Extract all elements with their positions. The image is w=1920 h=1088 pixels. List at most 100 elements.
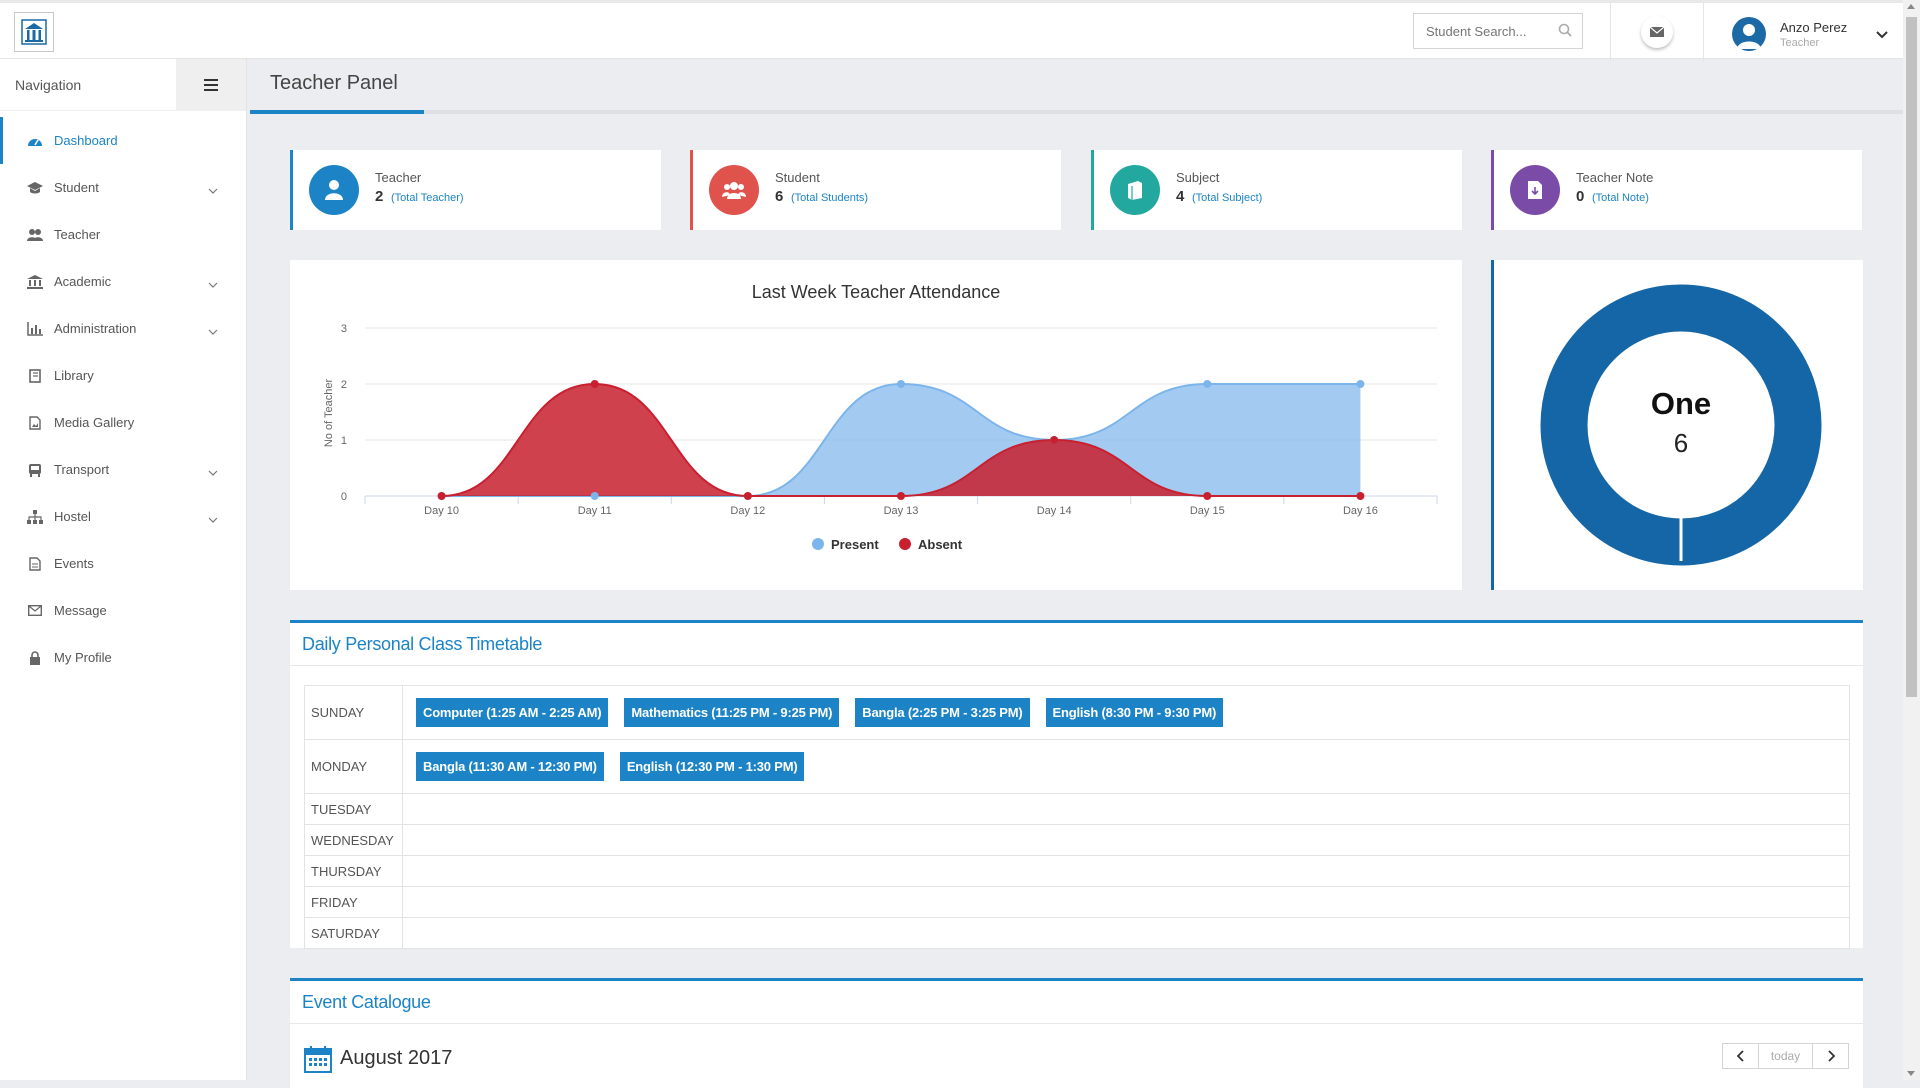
scroll-down-arrow[interactable] [1907,1071,1915,1076]
stat-card-teacher-note[interactable]: Teacher Note 0 (Total Note) [1491,150,1862,230]
sidebar-item-label: Message [54,603,107,618]
sidebar-item-transport[interactable]: Transport [0,446,246,493]
sidebar-item-label: Transport [54,462,110,477]
y-tick-label: 0 [341,491,347,503]
donut-panel: One 6 [1491,260,1863,590]
series-line-absent [441,382,1361,498]
data-point-absent [437,492,446,500]
stat-card-teacher[interactable]: Teacher 2 (Total Teacher) [290,150,661,230]
school-logo-icon [21,19,47,45]
class-slot[interactable]: Computer (1:25 AM - 2:25 AM) [416,698,609,727]
stat-card-student[interactable]: Student 6 (Total Students) [690,150,1061,230]
timetable-panel: Daily Personal Class Timetable SUNDAY Co… [290,620,1863,949]
x-tick-label: Day 14 [1037,505,1072,517]
sidebar-item-label: Administration [54,321,137,336]
bar-chart-icon [26,321,44,336]
sidebar-item-events[interactable]: Events [0,540,246,587]
class-slot[interactable]: English (12:30 PM - 1:30 PM) [619,752,805,781]
nav-list: Dashboard Student Teacher Academic Admin… [0,117,246,681]
sidebar-item-label: Teacher [54,227,101,242]
class-slots [402,793,1850,825]
nav-header: Navigation [0,59,246,111]
stat-value: 2 [375,188,384,205]
book-icon [1110,165,1160,215]
nav-title: Navigation [0,59,177,111]
top-bar: Anzo Perez Teacher [0,0,1903,61]
x-tick-label: Day 13 [884,505,919,517]
events-icon [26,556,44,571]
sidebar-item-label: Dashboard [54,133,118,148]
stat-label: Student [775,170,820,185]
table-row: MONDAY Bangla (11:30 AM - 12:30 PM) Engli… [304,739,1850,794]
chart-y-axis-label: No of Teacher [323,379,335,448]
table-row: SUNDAY Computer (1:25 AM - 2:25 AM) Mathe… [304,685,1850,740]
student-search-input[interactable] [1424,22,1563,40]
sidebar-item-academic[interactable]: Academic [0,258,246,305]
scroll-thumb[interactable] [1906,17,1917,697]
event-catalogue-panel: Event Catalogue August 2017 today [290,978,1863,1088]
avatar [1732,17,1766,51]
class-slot[interactable]: English (8:30 PM - 9:30 PM) [1045,698,1224,727]
x-tick-label: Day 16 [1343,505,1378,517]
user-role: Teacher [1780,37,1820,49]
stat-sub-link[interactable]: (Total Note) [1592,192,1649,204]
x-tick-label: Day 11 [578,505,612,517]
y-tick-label: 2 [341,379,347,391]
user-name: Anzo Perez [1780,20,1848,35]
stat-label: Teacher [375,170,422,185]
donut-chart: One 6 [1540,284,1822,566]
page-scrollbar[interactable] [1903,0,1920,1080]
school-logo[interactable] [14,12,54,52]
chevron-down-icon[interactable] [1876,26,1888,44]
sidebar-item-my-profile[interactable]: My Profile [0,634,246,681]
calendar-month: August 2017 [340,1047,453,1069]
sidebar-item-dashboard[interactable]: Dashboard [0,117,246,164]
mail-area [1610,3,1704,61]
sidebar-item-teacher[interactable]: Teacher [0,211,246,258]
user-menu[interactable]: Anzo Perez Teacher [1730,14,1900,54]
sidebar-item-label: Events [54,556,94,571]
sidebar-item-label: Student [54,180,99,195]
sidebar-item-library[interactable]: Library [0,352,246,399]
sidebar-item-message[interactable]: Message [0,587,246,634]
student-icon [26,181,44,195]
day-label: SUNDAY [304,685,403,740]
sidebar: Navigation Dashboard Student Teacher Aca… [0,59,247,1080]
table-row: FRIDAY [304,886,1850,918]
mail-button[interactable] [1641,16,1673,48]
stat-sub-link[interactable]: (Total Students) [791,192,869,204]
page-title: Teacher Panel [270,72,398,94]
sidebar-item-media-gallery[interactable]: Media Gallery [0,399,246,446]
class-slot[interactable]: Bangla (2:25 PM - 3:25 PM) [855,698,1030,727]
timetable-table: SUNDAY Computer (1:25 AM - 2:25 AM) Mathe… [304,685,1850,949]
next-month-button[interactable] [1812,1043,1849,1069]
envelope-icon [1650,27,1664,37]
dashboard-icon [26,134,44,148]
day-label: SATURDAY [304,917,403,949]
sidebar-item-label: My Profile [54,650,112,665]
stat-sub-link[interactable]: (Total Subject) [1192,192,1263,204]
lock-icon [26,650,44,665]
stat-card-subject[interactable]: Subject 4 (Total Subject) [1091,150,1462,230]
sidebar-item-label: Library [54,368,94,383]
sidebar-item-administration[interactable]: Administration [0,305,246,352]
search-icon[interactable] [1558,23,1572,42]
legend-label-absent: Absent [918,537,963,552]
donut-inner-ring [1584,328,1778,522]
class-slot[interactable]: Bangla (11:30 AM - 12:30 PM) [416,752,604,781]
calendar-icon [304,1045,332,1078]
stat-sub-link[interactable]: (Total Teacher) [391,192,464,204]
menu-toggle-button[interactable] [176,59,246,111]
sidebar-item-student[interactable]: Student [0,164,246,211]
day-label: MONDAY [304,739,403,794]
prev-month-button[interactable] [1722,1043,1759,1069]
today-button[interactable]: today [1759,1043,1812,1069]
chevron-down-icon [208,323,218,338]
class-slot[interactable]: Mathematics (11:25 PM - 9:25 PM) [624,698,840,727]
stat-label: Subject [1176,170,1220,185]
sidebar-item-hostel[interactable]: Hostel [0,493,246,540]
table-row: THURSDAY [304,855,1850,887]
class-slots: Bangla (11:30 AM - 12:30 PM) English (12:… [402,739,1850,794]
scroll-up-arrow[interactable] [1907,4,1915,9]
stat-value: 6 [775,188,784,205]
